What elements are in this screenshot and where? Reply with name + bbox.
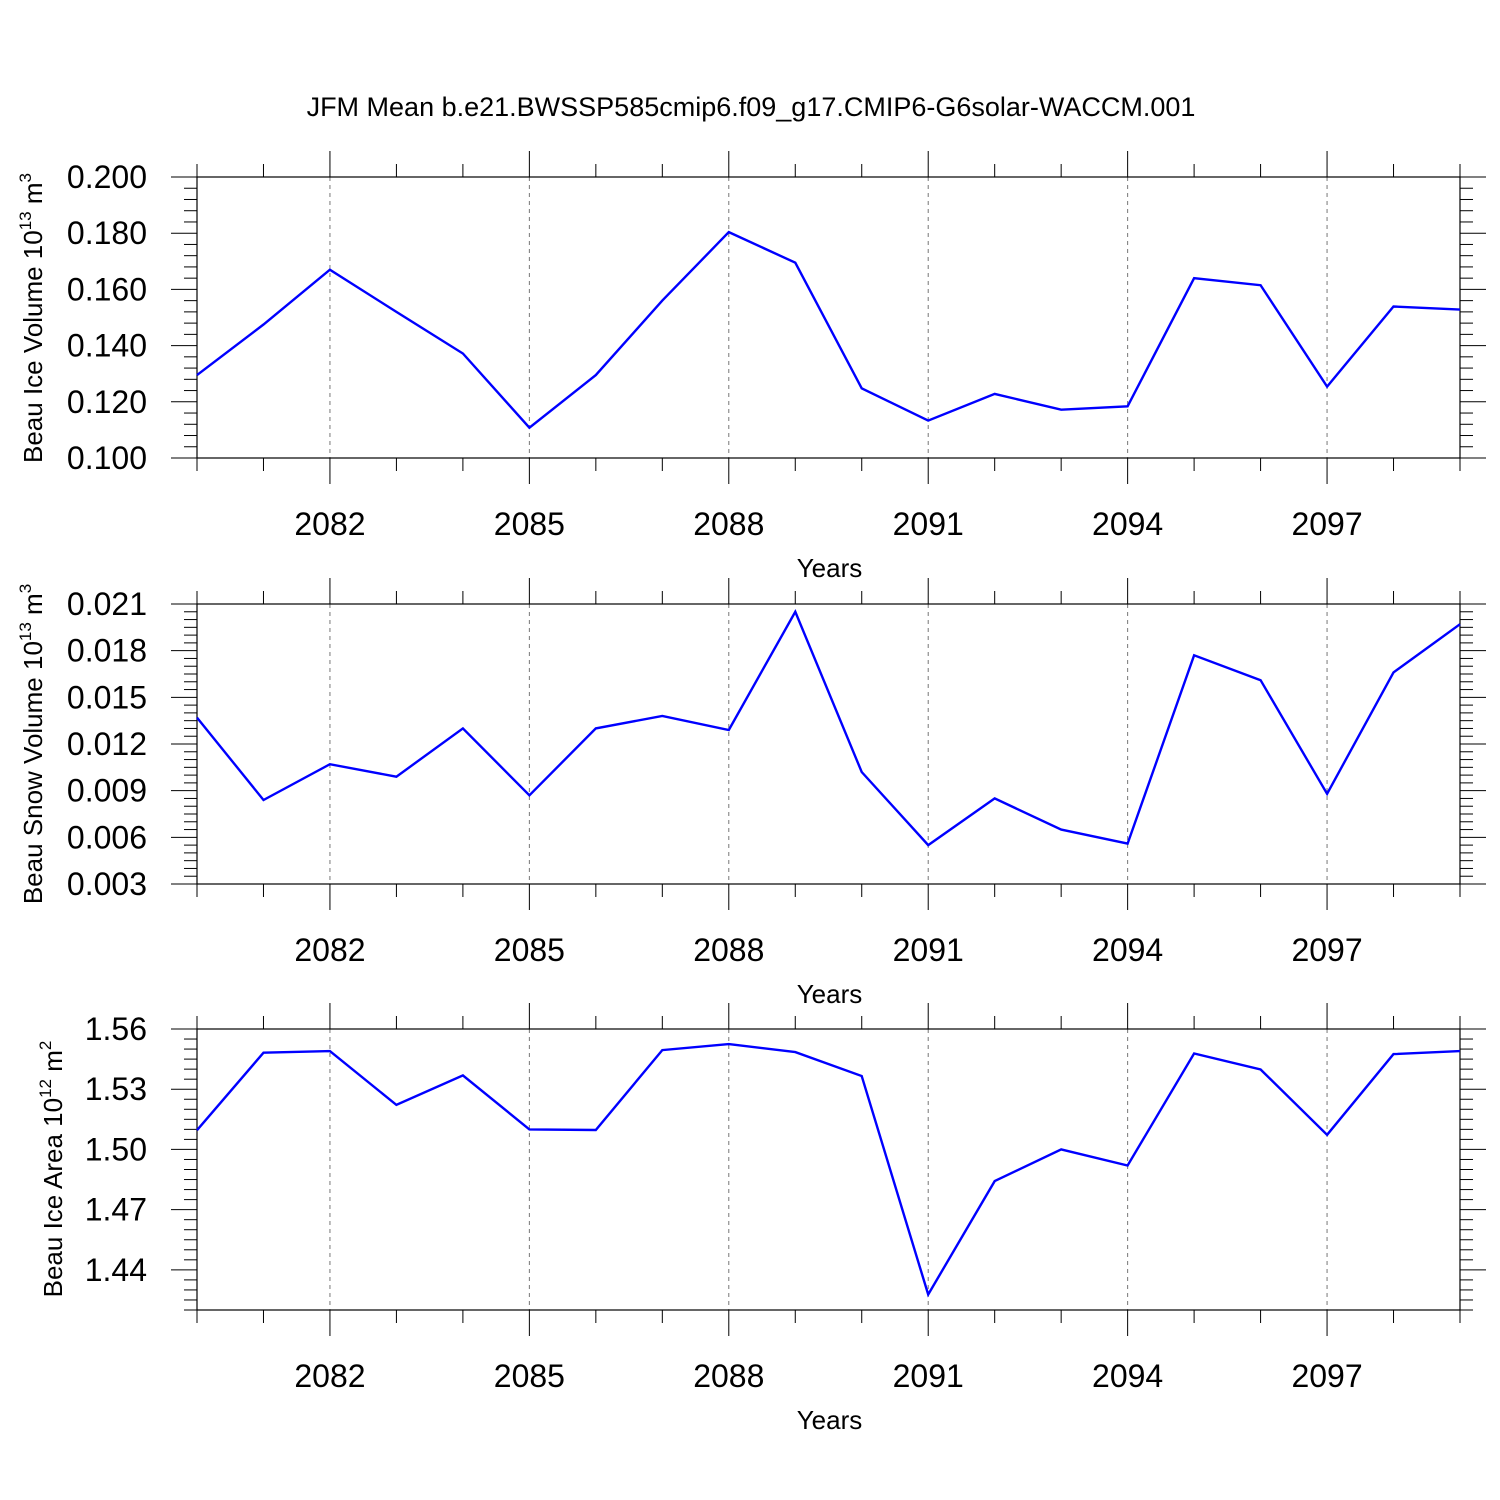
y-tick-label: 0.009 [67, 773, 147, 809]
y-axis-title-exponent: 12 [36, 1079, 55, 1098]
x-tick-label: 2097 [1291, 932, 1362, 968]
x-tick-label: 2088 [693, 932, 764, 968]
x-axis-title: Years [797, 1405, 863, 1435]
y-axis-title-text: Beau Snow Volume 1013 m3 [16, 584, 48, 904]
y-tick-label: 1.47 [85, 1192, 147, 1228]
y-tick-label: 0.200 [67, 159, 147, 195]
y-tick-label: 0.160 [67, 271, 147, 307]
x-tick-label: 2085 [494, 932, 565, 968]
y-tick-label: 0.006 [67, 819, 147, 855]
y-tick-label: 0.100 [67, 440, 147, 476]
y-axis-title-unit-exponent: 3 [16, 173, 35, 182]
x-axis-title: Years [797, 553, 863, 583]
y-tick-label: 1.53 [85, 1071, 147, 1107]
y-tick-label: 1.50 [85, 1131, 147, 1167]
y-tick-label: 1.44 [85, 1252, 147, 1288]
x-tick-label: 2097 [1291, 1358, 1362, 1394]
x-tick-label: 2082 [294, 932, 365, 968]
panels: 2082 2085 2088 2091 2094 2097 Years 0.100 0.120 0… [16, 151, 1486, 1435]
y-axis-title-unit: m [18, 182, 48, 211]
x-tick-label: 2088 [693, 506, 764, 542]
y-tick-label: 0.120 [67, 384, 147, 420]
x-tick-label: 2091 [893, 1358, 964, 1394]
panel-3: 2082 2085 2088 2091 2094 2097 Years 1.44 1.47 1.5… [36, 1003, 1486, 1435]
chart-title: JFM Mean b.e21.BWSSP585cmip6.f09_g17.CMI… [307, 92, 1196, 122]
y-axis-title: Beau Ice Volume 1013 m3 [16, 173, 48, 463]
y-axis-title-main: Beau Ice Area 10 [38, 1098, 68, 1297]
plot-frame [196, 176, 1461, 459]
y-tick-label: 0.180 [67, 215, 147, 251]
x-tick-label: 2082 [294, 1358, 365, 1394]
plot-frame [196, 603, 1461, 885]
x-tick-label: 2094 [1092, 932, 1163, 968]
panel-1: 2082 2085 2088 2091 2094 2097 Years 0.100 0.120 0… [16, 151, 1486, 583]
plot-frame [196, 1028, 1461, 1311]
y-axis-title-exponent: 13 [16, 211, 35, 230]
y-axis-title-exponent: 13 [16, 622, 35, 641]
x-tick-label: 2088 [693, 1358, 764, 1394]
y-tick-label: 0.012 [67, 726, 147, 762]
x-tick-label: 2082 [294, 506, 365, 542]
x-tick-label: 2085 [494, 506, 565, 542]
x-axis-title: Years [797, 979, 863, 1009]
x-tick-label: 2085 [494, 1358, 565, 1394]
y-tick-label: 0.018 [67, 633, 147, 669]
y-axis-title-unit: m [38, 1050, 68, 1079]
x-tick-label: 2091 [893, 506, 964, 542]
y-axis-title-unit: m [18, 593, 48, 622]
y-axis-title-text: Beau Ice Volume 1013 m3 [16, 173, 48, 463]
y-axis-title-main: Beau Snow Volume 10 [18, 641, 48, 904]
y-tick-label: 0.015 [67, 679, 147, 715]
y-tick-label: 1.56 [85, 1011, 147, 1047]
y-axis-title-main: Beau Ice Volume 10 [18, 230, 48, 463]
series-line [196, 609, 1461, 847]
y-tick-label: 0.140 [67, 328, 147, 364]
y-axis-title-unit-exponent: 3 [16, 584, 35, 593]
x-tick-label: 2091 [893, 932, 964, 968]
x-tick-label: 2094 [1092, 506, 1163, 542]
y-axis-title-unit-exponent: 2 [36, 1041, 55, 1050]
y-tick-label: 0.003 [67, 866, 147, 902]
y-tick-label: 0.021 [67, 586, 147, 622]
x-tick-label: 2097 [1291, 506, 1362, 542]
series-line [196, 230, 1461, 430]
y-axis-title: Beau Ice Area 1012 m2 [36, 1041, 68, 1298]
y-axis-title-text: Beau Ice Area 1012 m2 [36, 1041, 68, 1298]
series-line [196, 1042, 1461, 1298]
x-tick-label: 2094 [1092, 1358, 1163, 1394]
panel-2: 2082 2085 2088 2091 2094 2097 Years 0.003 0.006 0… [16, 578, 1486, 1009]
y-axis-title: Beau Snow Volume 1013 m3 [16, 584, 48, 904]
